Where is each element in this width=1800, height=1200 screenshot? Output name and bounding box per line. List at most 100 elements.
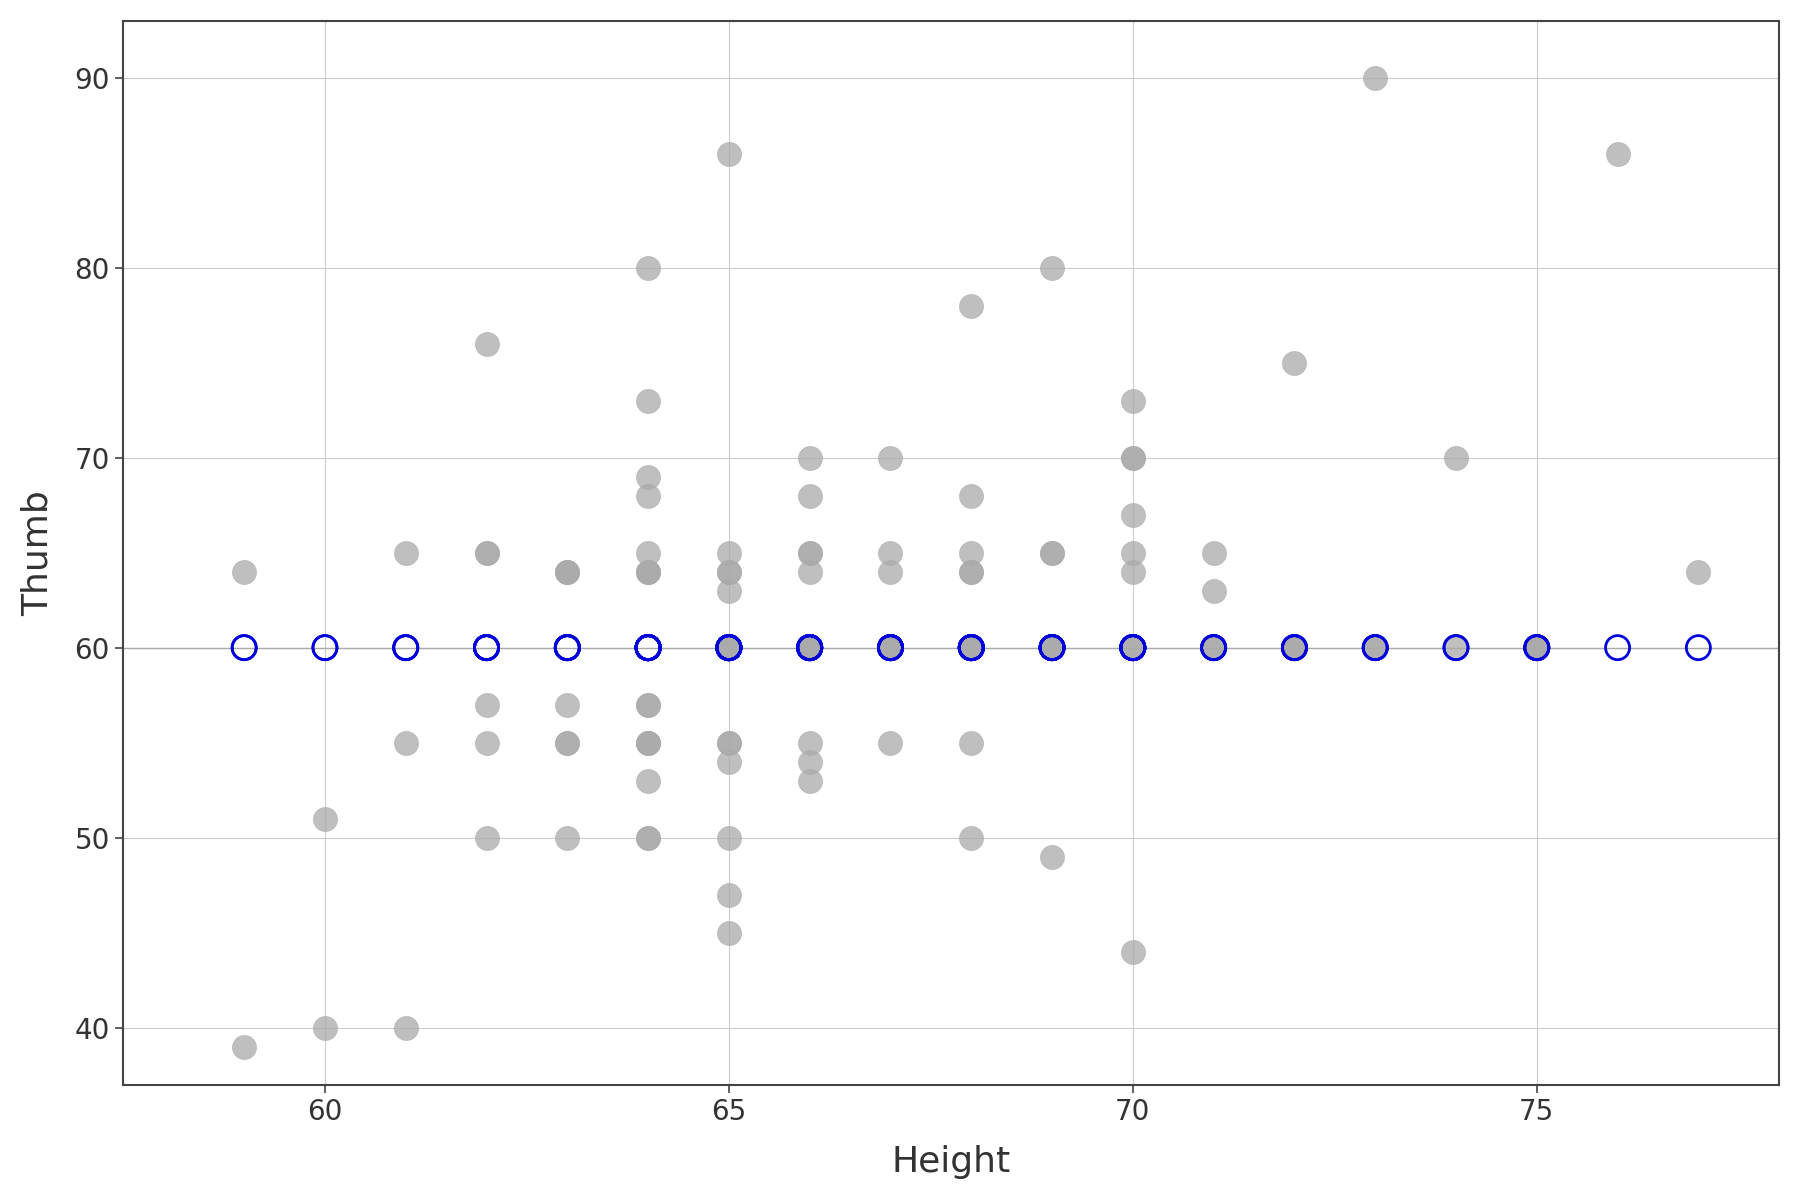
Point bbox=[553, 562, 581, 581]
Point bbox=[1361, 638, 1390, 658]
Point bbox=[1118, 638, 1147, 658]
Point bbox=[796, 638, 824, 658]
Point bbox=[1037, 638, 1066, 658]
Point bbox=[796, 638, 824, 658]
Point bbox=[472, 638, 500, 658]
Point bbox=[1523, 638, 1552, 658]
Point bbox=[1118, 638, 1147, 658]
Point bbox=[715, 638, 743, 658]
Point bbox=[634, 695, 662, 714]
Point bbox=[634, 638, 662, 658]
Point bbox=[1037, 638, 1066, 658]
Point bbox=[1361, 638, 1390, 658]
Point bbox=[715, 638, 743, 658]
Point bbox=[958, 638, 986, 658]
Point bbox=[1118, 638, 1147, 658]
Point bbox=[958, 638, 986, 658]
Point bbox=[1118, 638, 1147, 658]
Point bbox=[634, 733, 662, 752]
Point bbox=[1037, 638, 1066, 658]
Point bbox=[958, 638, 986, 658]
Point bbox=[634, 638, 662, 658]
Point bbox=[796, 638, 824, 658]
Point bbox=[311, 809, 340, 828]
Point bbox=[1199, 638, 1228, 658]
Point bbox=[1037, 847, 1066, 866]
Point bbox=[472, 638, 500, 658]
Point bbox=[715, 638, 743, 658]
Point bbox=[634, 544, 662, 563]
Point bbox=[634, 638, 662, 658]
Point bbox=[230, 562, 259, 581]
Point bbox=[958, 638, 986, 658]
Point bbox=[634, 391, 662, 410]
Point bbox=[958, 638, 986, 658]
Point bbox=[1442, 638, 1471, 658]
Point bbox=[715, 638, 743, 658]
Point bbox=[1118, 505, 1147, 524]
Point bbox=[1442, 448, 1471, 467]
Point bbox=[796, 752, 824, 772]
Point bbox=[1118, 544, 1147, 563]
Point bbox=[715, 638, 743, 658]
Point bbox=[634, 638, 662, 658]
Point bbox=[796, 638, 824, 658]
Point bbox=[715, 638, 743, 658]
Point bbox=[958, 733, 986, 752]
Y-axis label: Thumb: Thumb bbox=[22, 490, 54, 616]
Point bbox=[796, 638, 824, 658]
Point bbox=[796, 638, 824, 658]
Point bbox=[1280, 638, 1309, 658]
Point bbox=[1199, 638, 1228, 658]
Point bbox=[1037, 638, 1066, 658]
Point bbox=[715, 638, 743, 658]
Point bbox=[472, 544, 500, 563]
Point bbox=[1280, 638, 1309, 658]
Point bbox=[1037, 544, 1066, 563]
Point bbox=[634, 638, 662, 658]
Point bbox=[958, 562, 986, 581]
Point bbox=[553, 638, 581, 658]
Point bbox=[715, 733, 743, 752]
Point bbox=[634, 733, 662, 752]
Point bbox=[1118, 638, 1147, 658]
Point bbox=[1118, 638, 1147, 658]
Point bbox=[311, 638, 340, 658]
Point bbox=[796, 638, 824, 658]
Point bbox=[1037, 544, 1066, 563]
Point bbox=[634, 638, 662, 658]
Point bbox=[1523, 638, 1552, 658]
Point bbox=[472, 638, 500, 658]
Point bbox=[796, 638, 824, 658]
Point bbox=[877, 638, 905, 658]
Point bbox=[877, 733, 905, 752]
Point bbox=[553, 733, 581, 752]
Point bbox=[553, 562, 581, 581]
Point bbox=[472, 828, 500, 847]
Point bbox=[634, 638, 662, 658]
Point bbox=[877, 638, 905, 658]
Point bbox=[391, 1018, 419, 1037]
Point bbox=[1361, 638, 1390, 658]
Point bbox=[1280, 638, 1309, 658]
Point bbox=[715, 923, 743, 942]
Point bbox=[877, 638, 905, 658]
Point bbox=[1604, 144, 1633, 163]
Point bbox=[958, 638, 986, 658]
Point bbox=[472, 334, 500, 353]
Point bbox=[553, 638, 581, 658]
Point bbox=[1523, 638, 1552, 658]
Point bbox=[634, 638, 662, 658]
Point bbox=[1280, 638, 1309, 658]
Point bbox=[1199, 638, 1228, 658]
Point bbox=[1118, 638, 1147, 658]
Point bbox=[877, 638, 905, 658]
Point bbox=[634, 638, 662, 658]
Point bbox=[1037, 258, 1066, 277]
Point bbox=[1037, 638, 1066, 658]
Point bbox=[715, 562, 743, 581]
Point bbox=[391, 733, 419, 752]
Point bbox=[553, 562, 581, 581]
Point bbox=[958, 638, 986, 658]
Point bbox=[796, 638, 824, 658]
